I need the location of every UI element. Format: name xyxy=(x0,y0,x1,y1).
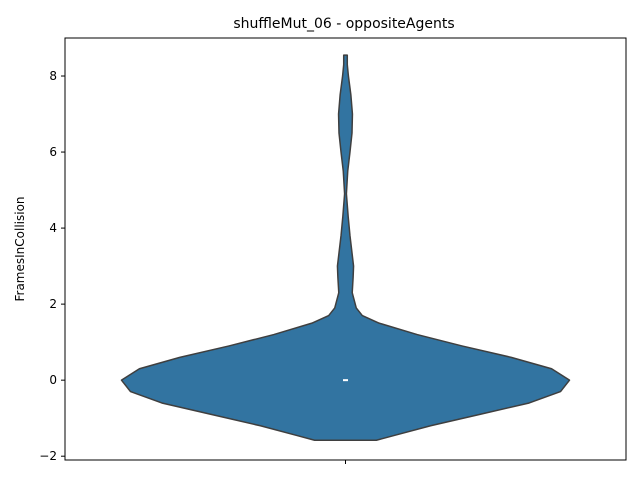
y-tick-label: 4 xyxy=(49,221,57,235)
y-tick-label: 6 xyxy=(49,145,57,159)
y-tick-label: 0 xyxy=(49,373,57,387)
y-axis: −2 0 2 4 6 8 xyxy=(39,69,65,463)
y-axis-title: FramesInCollision xyxy=(13,196,27,301)
y-tick-label: −2 xyxy=(39,449,57,463)
y-tick-label: 8 xyxy=(49,69,57,83)
chart-title: shuffleMut_06 - oppositeAgents xyxy=(233,16,454,32)
violin-body xyxy=(120,54,571,441)
y-tick-label: 2 xyxy=(49,297,57,311)
violin-layer xyxy=(120,54,571,441)
